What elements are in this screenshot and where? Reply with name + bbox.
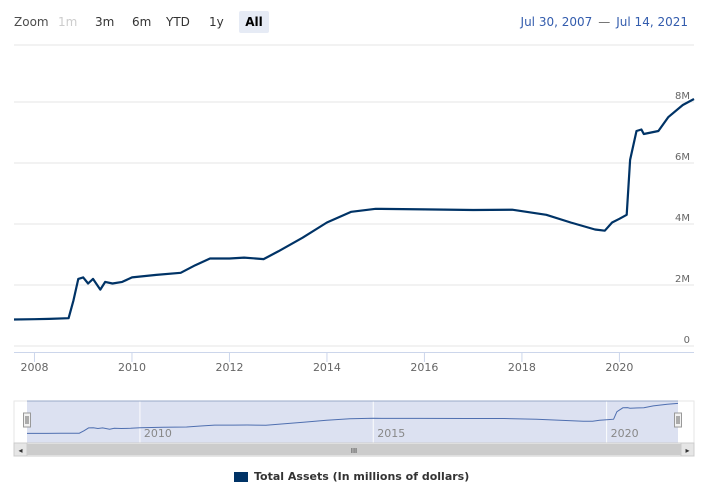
zoom-label: Zoom	[14, 15, 49, 29]
navigator-handle-left[interactable]	[23, 412, 31, 428]
y-axis-labels: 0 2M 4M 6M 8M	[675, 91, 690, 346]
scrollbar-left-arrow-icon: ◂	[18, 446, 22, 455]
y-grid	[14, 101, 694, 347]
scrollbar-grip-icon: III	[351, 447, 357, 455]
date-range-from[interactable]: Jul 30, 2007	[520, 15, 593, 29]
date-range-separator: —	[598, 15, 611, 29]
navigator-grid: 2010 2015 2020	[139, 401, 639, 443]
navigator-tick-label: 2015	[377, 427, 405, 440]
navigator-handle-right[interactable]	[674, 412, 682, 428]
scrollbar-right-arrow-icon: ▸	[685, 446, 689, 455]
zoom-ytd-button[interactable]: YTD	[166, 15, 190, 29]
zoom-3m-button[interactable]: 3m	[95, 15, 115, 29]
scrollbar-thumb[interactable]	[27, 444, 681, 455]
x-tick-label: 2014	[313, 361, 341, 374]
zoom-all-button[interactable]: All	[239, 11, 269, 33]
x-tick-label: 2016	[410, 361, 438, 374]
x-tick-label: 2010	[118, 361, 146, 374]
y-tick-label: 4M	[675, 213, 690, 224]
y-tick-label: 6M	[675, 152, 690, 163]
y-tick-label: 2M	[675, 274, 690, 285]
navigator-tick-label: 2010	[144, 427, 172, 440]
navigator-tick-label: 2020	[611, 427, 639, 440]
y-tick-label: 8M	[675, 91, 690, 102]
date-range: Jul 30, 2007 — Jul 14, 2021	[521, 15, 688, 29]
scrollbar-right-button[interactable]	[680, 442, 695, 457]
legend-swatch	[234, 471, 248, 482]
x-tick-label: 2008	[20, 361, 48, 374]
legend-item-total-assets[interactable]: Total Assets (In millions of dollars)	[234, 470, 469, 483]
legend-label: Total Assets (In millions of dollars)	[254, 470, 470, 483]
x-axis-ticks: 2008 2010 2012 2014 2016 2018 2020	[20, 352, 633, 374]
zoom-1y-button[interactable]: 1y	[209, 15, 224, 29]
x-tick-label: 2012	[215, 361, 243, 374]
navigator-selected-range[interactable]	[27, 401, 678, 443]
navigator-series-line	[27, 402, 679, 434]
y-tick-label: 0	[684, 335, 690, 346]
zoom-1m-button[interactable]: 1m	[58, 15, 78, 29]
zoom-6m-button[interactable]: 6m	[132, 15, 152, 29]
x-tick-label: 2020	[605, 361, 633, 374]
x-tick-label: 2018	[508, 361, 536, 374]
date-range-to[interactable]: Jul 14, 2021	[616, 15, 688, 29]
series-line-total-assets[interactable]	[13, 98, 695, 321]
